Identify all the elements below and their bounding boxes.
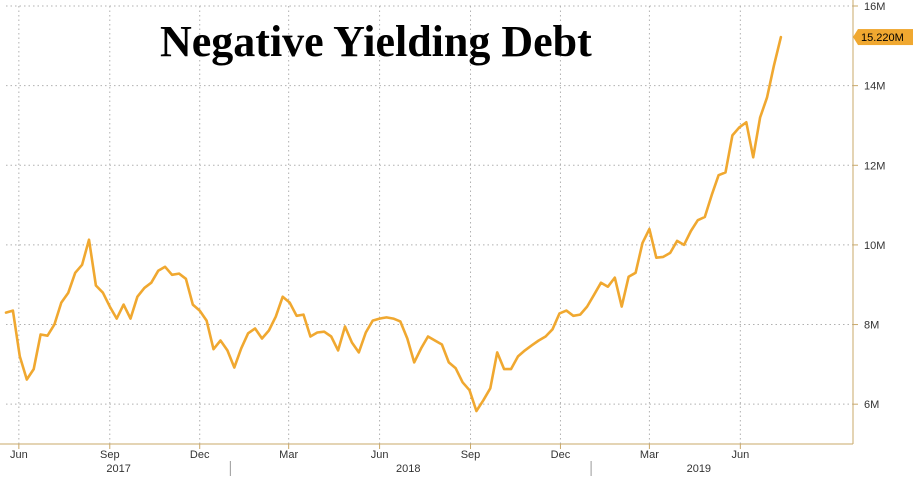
year-label: 2018 (396, 463, 420, 475)
series-line (4, 35, 783, 413)
last-value-label: 15.220M (861, 32, 904, 44)
last-value-badge (858, 29, 913, 46)
grid-layer (6, 5, 853, 444)
x-tick-label: Jun (10, 449, 28, 461)
y-tick-label: 10M (864, 240, 885, 252)
chart-title: Negative Yielding Debt (160, 17, 592, 66)
last-value-pointer (853, 29, 858, 46)
label-layer: 15.220M (853, 29, 913, 46)
year-label: 2017 (106, 463, 130, 475)
year-label: 2019 (687, 463, 711, 475)
x-tick-label: Sep (461, 449, 481, 461)
x-tick-label: Sep (100, 449, 120, 461)
series-layer (4, 35, 783, 413)
x-tick-label: Jun (731, 449, 749, 461)
x-tick-label: Dec (190, 449, 210, 461)
x-tick-label: Dec (551, 449, 571, 461)
x-tick-label: Jun (371, 449, 389, 461)
axis-layer: 6M 8M 10M 12M 14M 16M Jun Sep Dec Mar Jun Sep Dec Mar… (0, 0, 885, 476)
x-tick-label: Mar (279, 449, 298, 461)
y-tick-label: 16M (864, 1, 885, 13)
y-tick-label: 12M (864, 160, 885, 172)
x-tick-label: Mar (640, 449, 659, 461)
y-tick-label: 14M (864, 81, 885, 93)
y-tick-label: 6M (864, 399, 879, 411)
y-tick-label: 8M (864, 320, 879, 332)
